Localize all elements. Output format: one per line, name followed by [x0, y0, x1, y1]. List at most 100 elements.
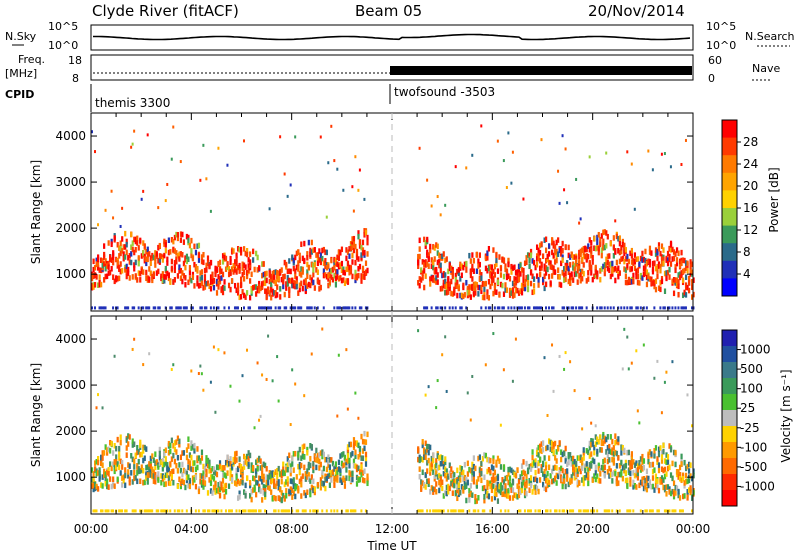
- echo-cell: [155, 509, 158, 513]
- echo-cell: [209, 380, 212, 384]
- echo-cell: [636, 470, 640, 477]
- echo-cell: [427, 252, 430, 258]
- echo-cell: [267, 306, 270, 310]
- echo-cell: [582, 480, 585, 487]
- echo-cell: [312, 464, 315, 470]
- echo-cell: [623, 467, 626, 474]
- echo-cell: [475, 282, 478, 288]
- echo-cell: [441, 460, 444, 467]
- echo-cell: [618, 235, 621, 241]
- echo-cell: [492, 277, 495, 283]
- echo-cell: [465, 497, 468, 504]
- echo-cell: [587, 471, 590, 478]
- echo-cell: [507, 273, 510, 279]
- echo-cell: [169, 279, 172, 285]
- echo-cell: [279, 486, 282, 493]
- echo-cell: [232, 248, 235, 254]
- echo-cell: [490, 464, 494, 470]
- echo-cell: [157, 244, 160, 251]
- xtick-label: 12:00: [375, 522, 410, 536]
- echo-cell: [573, 263, 576, 269]
- echo-cell: [540, 448, 543, 454]
- echo-cell: [297, 290, 300, 296]
- echo-cell: [91, 130, 93, 134]
- echo-cell: [555, 248, 558, 255]
- echo-cell: [681, 257, 685, 263]
- echo-cell: [241, 271, 244, 278]
- echo-cell: [197, 242, 201, 249]
- echo-cell: [342, 188, 345, 192]
- echo-cell: [354, 391, 357, 395]
- xtick-label: 16:00: [475, 522, 510, 536]
- echo-cell: [112, 256, 115, 263]
- echo-cell: [418, 276, 421, 282]
- echo-cell: [490, 496, 494, 502]
- echo-cell: [351, 450, 354, 457]
- echo-cell: [130, 145, 133, 149]
- echo-cell: [674, 251, 677, 257]
- echo-cell: [627, 276, 630, 283]
- echo-cell: [209, 279, 213, 285]
- echo-cell: [522, 476, 525, 483]
- echo-cell: [208, 468, 211, 474]
- echo-cell: [662, 484, 665, 491]
- xtick-label: 04:00: [174, 522, 209, 536]
- echo-cell: [238, 462, 241, 469]
- echo-cell: [137, 245, 140, 251]
- echo-cell: [173, 267, 176, 274]
- echo-cell: [590, 509, 593, 513]
- echo-cell: [348, 457, 351, 464]
- echo-cell: [164, 247, 167, 254]
- nsky-tick-top: 10^5: [48, 20, 78, 33]
- echo-cell: [523, 509, 526, 513]
- echo-cell: [358, 239, 362, 245]
- echo-cell: [427, 256, 430, 262]
- echo-cell: [635, 460, 638, 466]
- colorbar-swatch: [722, 442, 737, 459]
- echo-cell: [560, 246, 563, 252]
- echo-cell: [593, 444, 596, 451]
- echo-cell: [483, 474, 486, 480]
- echo-cell: [361, 250, 365, 256]
- echo-cell: [597, 246, 600, 252]
- echo-cell: [526, 252, 530, 258]
- echo-cell: [355, 273, 359, 279]
- echo-cell: [429, 276, 432, 282]
- echo-cell: [309, 251, 312, 258]
- echo-cell: [692, 277, 695, 283]
- echo-cell: [268, 473, 271, 479]
- echo-cell: [283, 291, 286, 298]
- echo-cell: [548, 479, 551, 486]
- echo-cell: [427, 449, 430, 456]
- echo-cell: [632, 272, 635, 279]
- echo-cell: [436, 379, 439, 383]
- echo-cell: [520, 487, 524, 494]
- echo-cell: [487, 480, 491, 487]
- echo-cell: [555, 472, 558, 479]
- echo-cell: [101, 474, 104, 480]
- echo-cell: [164, 199, 167, 203]
- echo-cell: [499, 281, 503, 288]
- echo-cell: [301, 255, 304, 262]
- echo-cell: [345, 247, 348, 253]
- echo-cell: [507, 131, 510, 135]
- colorbar-tick-label: 25: [740, 401, 755, 415]
- echo-cell: [212, 284, 216, 291]
- echo-cell: [160, 509, 163, 513]
- echo-cell: [221, 289, 225, 296]
- echo-cell: [501, 491, 504, 498]
- echo-cell: [430, 257, 433, 263]
- echo-cell: [306, 269, 309, 275]
- echo-cell: [291, 254, 294, 260]
- time-axis: 00:00 04:00 08:00 12:00 16:00 20:00 00:00: [74, 522, 711, 536]
- echo-cell: [671, 256, 674, 262]
- echo-cell: [315, 464, 318, 471]
- power-ylabel: Slant Range [km]: [29, 160, 43, 264]
- echo-cell: [462, 282, 465, 289]
- echo-cell: [229, 255, 232, 262]
- echo-cell: [495, 252, 498, 259]
- echo-cell: [351, 252, 354, 259]
- echo-cell: [91, 476, 94, 483]
- echo-cell: [167, 475, 170, 481]
- echo-cell: [274, 469, 277, 476]
